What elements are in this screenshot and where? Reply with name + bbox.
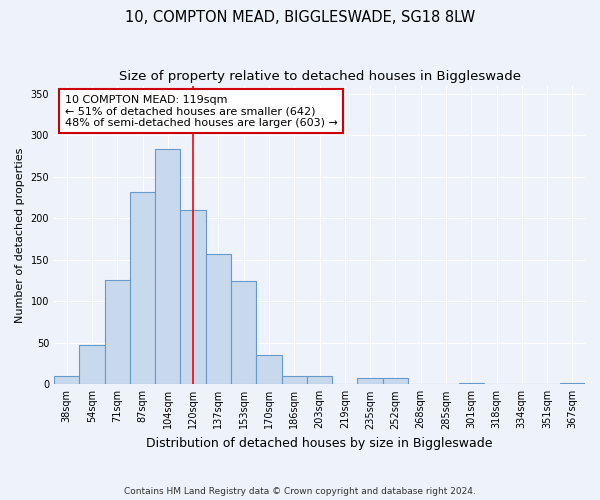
Bar [231,280,256,384]
Bar [130,192,155,384]
Bar [256,356,281,384]
X-axis label: Distribution of detached houses by size in Biggleswade: Distribution of detached houses by size … [146,437,493,450]
Text: 10, COMPTON MEAD, BIGGLESWADE, SG18 8LW: 10, COMPTON MEAD, BIGGLESWADE, SG18 8LW [125,10,475,25]
Text: 10 COMPTON MEAD: 119sqm
← 51% of detached houses are smaller (642)
48% of semi-d: 10 COMPTON MEAD: 119sqm ← 51% of detache… [65,94,338,128]
Bar [458,382,484,384]
Bar [79,346,104,385]
Bar [181,210,206,384]
Bar [383,378,408,384]
Bar [307,376,332,384]
Y-axis label: Number of detached properties: Number of detached properties [15,147,25,322]
Bar [206,254,231,384]
Bar [54,376,79,384]
Bar [560,382,585,384]
Text: Contains HM Land Registry data © Crown copyright and database right 2024.
Contai: Contains HM Land Registry data © Crown c… [103,488,497,500]
Bar [358,378,383,384]
Bar [281,376,307,384]
Bar [104,280,130,384]
Title: Size of property relative to detached houses in Biggleswade: Size of property relative to detached ho… [119,70,521,83]
Bar [155,148,181,384]
